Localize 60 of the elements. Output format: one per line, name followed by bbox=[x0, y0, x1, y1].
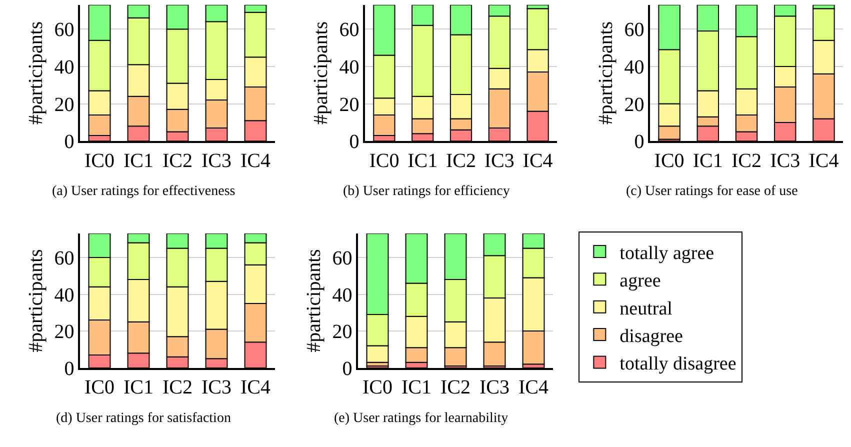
x-tick-label: IC0 bbox=[362, 376, 392, 399]
y-axis-title: #participants bbox=[303, 248, 326, 352]
y-axis-title: #participants bbox=[25, 248, 48, 352]
legend-label: totally agree bbox=[620, 242, 714, 264]
x-tick-label: IC0 bbox=[84, 150, 114, 172]
y-tick-label: 60 bbox=[332, 247, 352, 270]
x-tick-label: IC1 bbox=[124, 376, 154, 399]
y-axis-title: #participants bbox=[595, 21, 618, 125]
y-tick-label: 60 bbox=[624, 19, 644, 42]
x-tick-label: IC2 bbox=[162, 376, 192, 399]
x-tick-label: IC0 bbox=[84, 376, 114, 399]
y-tick-label: 60 bbox=[54, 19, 74, 42]
x-tick-label: IC2 bbox=[446, 150, 476, 172]
legend-label: agree bbox=[620, 270, 661, 292]
x-tick-label: IC1 bbox=[692, 150, 723, 172]
x-tick-label: IC4 bbox=[808, 150, 839, 172]
text: (b) User ratings for efficiency bbox=[343, 184, 510, 199]
x-tick-label: IC2 bbox=[440, 376, 470, 399]
legend-label: neutral bbox=[620, 298, 672, 320]
y-tick-label: 40 bbox=[624, 56, 644, 78]
x-tick-label: IC4 bbox=[518, 376, 548, 399]
x-tick-label: IC3 bbox=[484, 150, 514, 172]
x-tick-label: IC3 bbox=[770, 150, 800, 172]
text: (c) User ratings for ease of use bbox=[626, 184, 798, 199]
y-tick-label: 40 bbox=[54, 56, 74, 78]
y-tick-label: 40 bbox=[339, 56, 360, 78]
y-axis-title: #participants bbox=[310, 21, 332, 125]
text: (a) User ratings for effectiveness bbox=[52, 184, 236, 199]
text: (e) User ratings for learnability bbox=[334, 411, 508, 426]
y-tick-label: 0 bbox=[64, 358, 74, 380]
y-tick-label: 20 bbox=[339, 94, 360, 116]
y-tick-label: 0 bbox=[64, 131, 74, 154]
y-tick-label: 40 bbox=[332, 284, 352, 306]
x-tick-label: IC1 bbox=[402, 376, 432, 399]
y-tick-label: 20 bbox=[332, 321, 352, 344]
y-axis-title: #participants bbox=[25, 21, 48, 125]
y-tick-label: 20 bbox=[54, 321, 74, 344]
x-tick-label: IC4 bbox=[240, 376, 270, 399]
x-tick-label: IC3 bbox=[480, 376, 510, 399]
x-tick-label: IC0 bbox=[654, 150, 684, 172]
text: (d) User ratings for satisfaction bbox=[56, 411, 231, 426]
y-tick-label: 0 bbox=[349, 131, 360, 154]
y-tick-label: 0 bbox=[342, 358, 352, 380]
x-tick-label: IC3 bbox=[202, 376, 232, 399]
y-tick-label: 0 bbox=[634, 131, 644, 154]
y-tick-label: 60 bbox=[54, 247, 74, 270]
x-tick-label: IC4 bbox=[240, 150, 270, 172]
x-tick-label: IC1 bbox=[124, 150, 154, 172]
y-tick-label: 60 bbox=[339, 19, 360, 42]
y-tick-label: 20 bbox=[624, 94, 644, 116]
x-tick-label: IC1 bbox=[408, 150, 438, 172]
x-tick-label: IC2 bbox=[162, 150, 192, 172]
y-tick-label: 40 bbox=[54, 284, 74, 306]
x-tick-label: IC3 bbox=[202, 150, 232, 172]
x-tick-label: IC2 bbox=[732, 150, 762, 172]
legend-label: totally disagree bbox=[620, 354, 736, 375]
x-tick-label: IC0 bbox=[369, 150, 400, 172]
x-tick-label: IC4 bbox=[522, 150, 553, 172]
y-tick-label: 20 bbox=[54, 94, 74, 116]
legend-label: disagree bbox=[620, 326, 683, 347]
